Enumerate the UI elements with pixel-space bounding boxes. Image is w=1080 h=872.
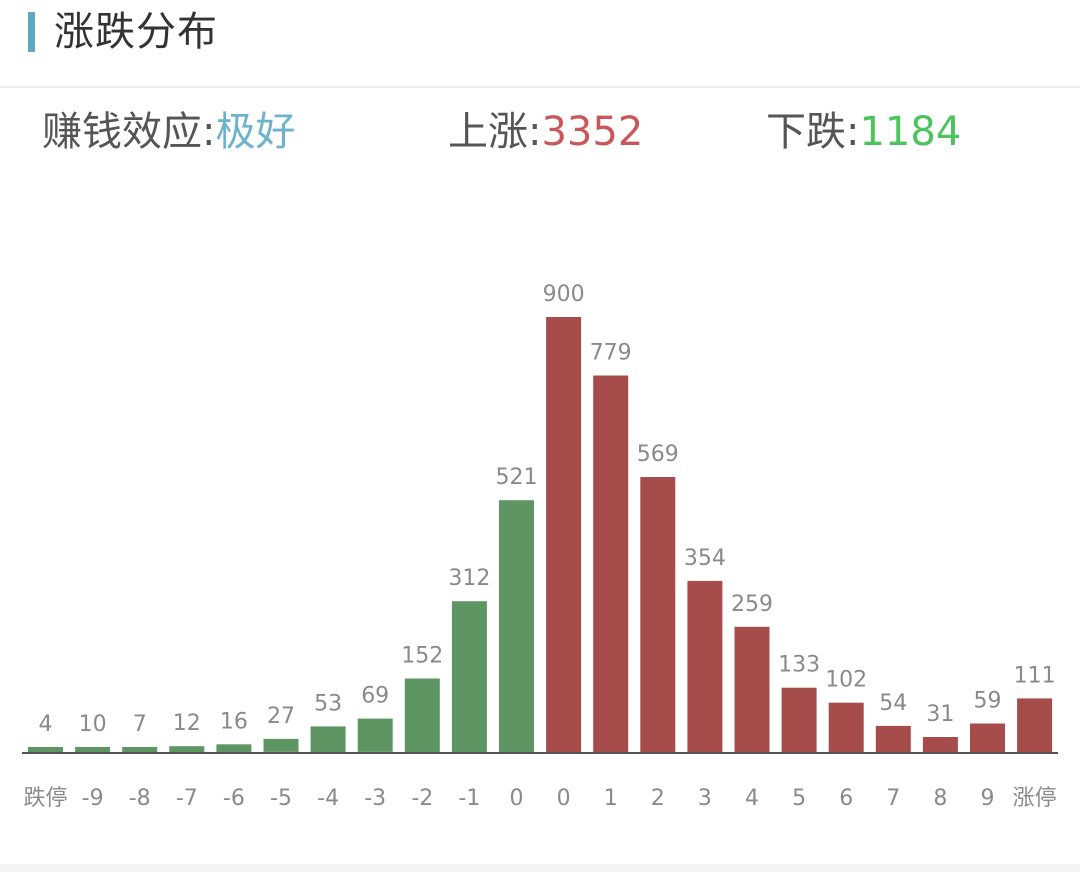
- bar: [216, 744, 252, 752]
- bar-value-label: 152: [401, 644, 443, 669]
- x-tick-label: 4: [745, 786, 759, 811]
- x-tick-label: -4: [317, 786, 339, 811]
- x-tick-label: -2: [411, 786, 433, 811]
- bar-value-label: 7: [133, 712, 147, 737]
- money-effect-label: 赚钱效应: [42, 109, 202, 155]
- x-tick-label: 7: [886, 786, 900, 811]
- x-tick-label: 0: [510, 786, 524, 811]
- x-tick-label: 0: [557, 786, 571, 811]
- x-tick-label: -8: [129, 786, 151, 811]
- x-tick-label: -9: [82, 786, 104, 811]
- up-count-value: 3352: [541, 109, 644, 155]
- bar: [263, 738, 299, 752]
- chart-header: 涨跌分布: [0, 0, 1080, 88]
- x-tick-label: -3: [364, 786, 386, 811]
- up-count-label: 上涨: [448, 109, 528, 155]
- bar-value-label: 521: [496, 465, 538, 490]
- bar: [734, 626, 770, 752]
- up-count-stat: 上涨:3352: [448, 109, 644, 155]
- bar: [122, 747, 158, 752]
- x-tick-label: 2: [651, 786, 665, 811]
- bar-value-label: 69: [361, 684, 389, 709]
- x-tick-label: 1: [604, 786, 618, 811]
- bar: [357, 718, 393, 752]
- x-tick-label: -7: [176, 786, 198, 811]
- bar-value-label: 779: [590, 341, 632, 366]
- down-count-label: 下跌: [766, 109, 846, 155]
- x-tick-label: 6: [839, 786, 853, 811]
- bar-value-label: 102: [825, 668, 867, 693]
- bar: [640, 477, 676, 752]
- x-tick-label: 8: [933, 786, 947, 811]
- bar: [75, 747, 111, 752]
- bar: [546, 317, 582, 752]
- bar-value-label: 900: [543, 282, 585, 307]
- bar: [687, 580, 723, 752]
- bar: [970, 723, 1005, 752]
- bar: [593, 375, 629, 752]
- accent-bar: [28, 12, 35, 52]
- money-effect-value: 极好: [215, 109, 296, 155]
- bar-value-label: 27: [267, 704, 295, 729]
- bar-value-label: 59: [974, 689, 1002, 714]
- bar-value-label: 259: [731, 592, 773, 617]
- down-count-stat: 下跌:1184: [766, 109, 962, 155]
- bar: [828, 702, 864, 752]
- bar: [781, 687, 817, 752]
- x-tick-label: -5: [270, 786, 292, 811]
- x-tick-label: 5: [792, 786, 806, 811]
- bar: [1017, 698, 1053, 752]
- bar: [404, 678, 440, 752]
- x-tick-label: 跌停: [23, 786, 67, 811]
- footer-strip: [0, 864, 1080, 872]
- bar-value-label: 12: [173, 711, 201, 736]
- x-tick-label: 涨停: [1013, 786, 1057, 811]
- money-effect-stat: 赚钱效应:极好: [42, 109, 296, 155]
- distribution-bar-chart: 4跌停10-97-812-716-627-553-469-3152-2312-1…: [22, 282, 1058, 811]
- bar-value-label: 133: [778, 653, 820, 678]
- bar: [922, 737, 958, 752]
- x-tick-label: -6: [223, 786, 245, 811]
- bar-value-label: 53: [314, 691, 342, 716]
- bar-value-label: 10: [79, 712, 107, 737]
- bar: [169, 746, 205, 752]
- x-tick-label: 9: [981, 786, 995, 811]
- x-tick-label: 3: [698, 786, 712, 811]
- x-tick-label: -1: [458, 786, 480, 811]
- bar-value-label: 16: [220, 709, 248, 734]
- bar-value-label: 354: [684, 546, 726, 571]
- bar-value-label: 111: [1014, 663, 1056, 688]
- bar-value-label: 4: [39, 712, 53, 737]
- stats-row: 赚钱效应:极好 上涨:3352 下跌:1184: [0, 106, 1080, 162]
- bar: [875, 725, 911, 752]
- bar-value-label: 31: [926, 702, 954, 727]
- bar-value-label: 312: [448, 566, 490, 591]
- bar: [310, 726, 346, 752]
- bar-value-label: 54: [879, 691, 907, 716]
- bar: [451, 601, 487, 752]
- bar: [28, 747, 63, 752]
- down-count-value: 1184: [859, 109, 962, 155]
- bar: [499, 500, 534, 752]
- bar-value-label: 569: [637, 442, 679, 467]
- chart-title: 涨跌分布: [54, 9, 218, 55]
